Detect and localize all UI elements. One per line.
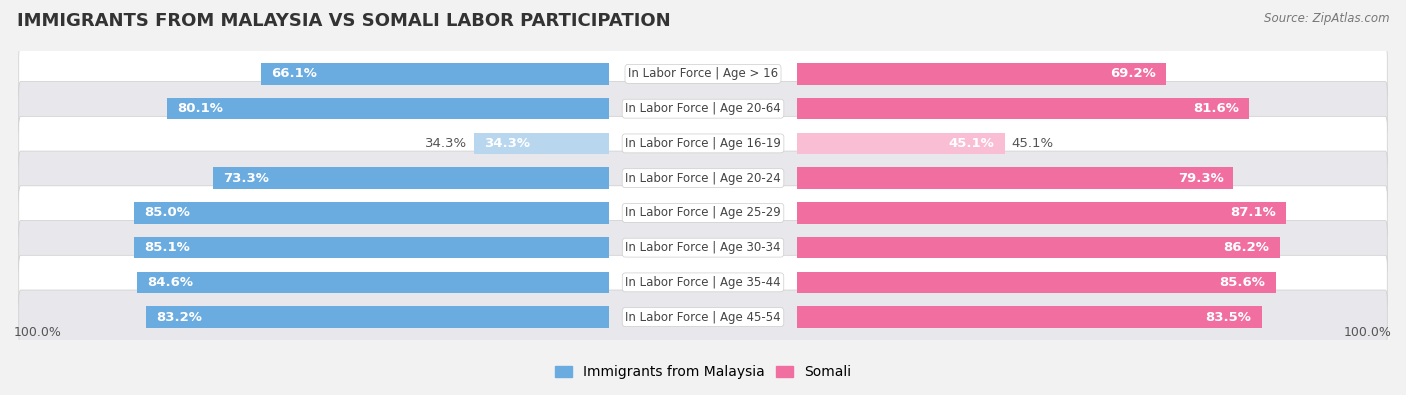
Bar [146, 307, 609, 328]
FancyBboxPatch shape [18, 255, 1388, 309]
Bar [135, 202, 609, 224]
Text: 85.0%: 85.0% [145, 207, 190, 219]
FancyBboxPatch shape [18, 82, 1388, 136]
Bar [138, 272, 609, 293]
Text: 79.3%: 79.3% [1178, 172, 1223, 184]
FancyBboxPatch shape [18, 116, 1388, 171]
Bar [167, 98, 609, 119]
Text: 34.3%: 34.3% [425, 137, 467, 150]
Text: IMMIGRANTS FROM MALAYSIA VS SOMALI LABOR PARTICIPATION: IMMIGRANTS FROM MALAYSIA VS SOMALI LABOR… [17, 12, 671, 30]
FancyBboxPatch shape [18, 151, 1388, 205]
Text: In Labor Force | Age 25-29: In Labor Force | Age 25-29 [626, 207, 780, 219]
Text: 80.1%: 80.1% [177, 102, 224, 115]
Bar [212, 167, 609, 189]
Text: 85.1%: 85.1% [143, 241, 190, 254]
Bar [797, 98, 1249, 119]
Text: 81.6%: 81.6% [1192, 102, 1239, 115]
Bar [797, 133, 1005, 154]
Text: 66.1%: 66.1% [271, 68, 316, 81]
Bar [797, 202, 1285, 224]
Bar [797, 63, 1166, 85]
Bar [797, 237, 1279, 258]
FancyBboxPatch shape [18, 290, 1388, 344]
Text: In Labor Force | Age 16-19: In Labor Force | Age 16-19 [626, 137, 780, 150]
Text: 45.1%: 45.1% [949, 137, 994, 150]
Bar [797, 167, 1233, 189]
Bar [474, 133, 609, 154]
Legend: Immigrants from Malaysia, Somali: Immigrants from Malaysia, Somali [550, 359, 856, 385]
Text: In Labor Force | Age 30-34: In Labor Force | Age 30-34 [626, 241, 780, 254]
Text: 73.3%: 73.3% [222, 172, 269, 184]
Text: 100.0%: 100.0% [14, 325, 62, 339]
Text: Source: ZipAtlas.com: Source: ZipAtlas.com [1264, 12, 1389, 25]
Text: 87.1%: 87.1% [1230, 207, 1275, 219]
Bar [797, 272, 1275, 293]
Text: In Labor Force | Age 35-44: In Labor Force | Age 35-44 [626, 276, 780, 289]
FancyBboxPatch shape [18, 47, 1388, 101]
Text: 84.6%: 84.6% [148, 276, 193, 289]
Text: In Labor Force | Age 45-54: In Labor Force | Age 45-54 [626, 310, 780, 324]
Text: 83.5%: 83.5% [1205, 310, 1251, 324]
FancyBboxPatch shape [18, 220, 1388, 275]
Text: In Labor Force | Age 20-64: In Labor Force | Age 20-64 [626, 102, 780, 115]
Text: 85.6%: 85.6% [1219, 276, 1265, 289]
Text: 86.2%: 86.2% [1223, 241, 1270, 254]
Bar [262, 63, 609, 85]
Text: 100.0%: 100.0% [1344, 325, 1392, 339]
Text: In Labor Force | Age > 16: In Labor Force | Age > 16 [628, 68, 778, 81]
Text: 69.2%: 69.2% [1111, 68, 1156, 81]
FancyBboxPatch shape [18, 186, 1388, 240]
Bar [134, 237, 609, 258]
Text: 45.1%: 45.1% [1011, 137, 1053, 150]
Bar [797, 307, 1261, 328]
Text: 34.3%: 34.3% [484, 137, 530, 150]
Text: In Labor Force | Age 20-24: In Labor Force | Age 20-24 [626, 172, 780, 184]
Text: 83.2%: 83.2% [156, 310, 202, 324]
